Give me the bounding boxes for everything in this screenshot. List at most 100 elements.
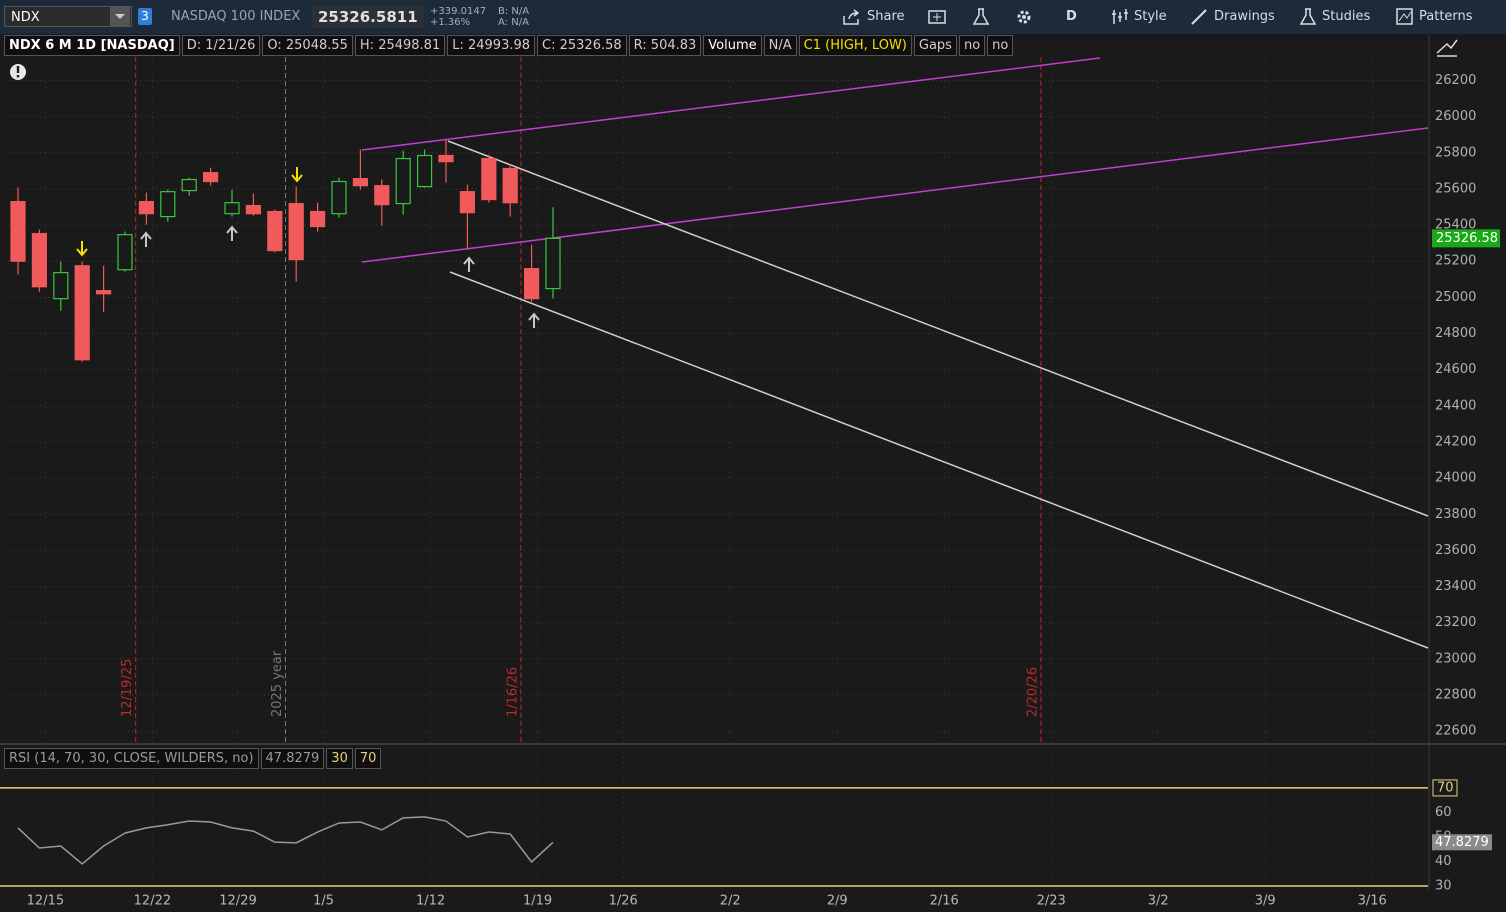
candle-body	[459, 191, 475, 214]
candle-body	[395, 157, 411, 205]
x-tick-label: 2/23	[1037, 894, 1066, 909]
aggregation-button[interactable]: D	[1066, 9, 1077, 24]
candle-body	[74, 265, 90, 361]
channel-line	[361, 127, 1429, 263]
rsi-line	[17, 816, 554, 865]
y-tick-label: 30	[1435, 879, 1452, 894]
y-tick-label: 26000	[1435, 109, 1476, 124]
bid: B: N/A	[498, 6, 530, 17]
net-change: +339.0147	[430, 6, 487, 17]
y-tick-label: 23800	[1435, 507, 1476, 522]
y-tick-label: 40	[1435, 854, 1452, 869]
rsi-title: RSI (14, 70, 30, CLOSE, WILDERS, no)	[4, 748, 259, 769]
studies-icon	[1299, 8, 1317, 25]
event-label: 12/19/25	[120, 659, 135, 717]
toolbar: NDX 3 NASDAQ 100 INDEX 25326.5811 +339.0…	[0, 0, 1506, 34]
plot-area	[4, 57, 1428, 743]
settings-icon[interactable]	[1015, 8, 1033, 26]
candle-body	[523, 268, 540, 300]
value-badge-label: 47.8279	[1435, 835, 1489, 850]
drawings-button[interactable]: Drawings	[1214, 9, 1275, 24]
last-price: 25326.5811	[312, 6, 424, 28]
candle-body	[10, 200, 26, 262]
y-tick-label: 23400	[1435, 579, 1476, 594]
rsi-level: 70	[354, 748, 382, 769]
y-tick-label: 24200	[1435, 434, 1476, 449]
down-arrow	[76, 241, 88, 257]
up-arrow	[528, 312, 540, 328]
rsi-level: 30	[326, 748, 353, 769]
candle-body	[53, 272, 69, 300]
candle-body	[417, 154, 433, 188]
symbol-input[interactable]: NDX	[4, 6, 132, 27]
info-bar: NDX 6 M 1D [NASDAQ] D: 1/21/26 O: 25048.…	[4, 35, 1015, 56]
candle-body	[203, 172, 219, 183]
close: C: 25326.58	[537, 35, 627, 56]
y-tick-label: 22800	[1435, 688, 1476, 703]
patterns-button[interactable]: Patterns	[1419, 9, 1473, 24]
date: D: 1/21/26	[181, 35, 261, 56]
y-tick-label: 23200	[1435, 615, 1476, 630]
x-tick-label: 3/9	[1255, 894, 1276, 909]
patterns-icon	[1396, 8, 1413, 25]
y-tick-label: 25800	[1435, 145, 1476, 160]
volume-value: N/A	[763, 35, 797, 56]
candle-body	[481, 157, 497, 201]
channel-line	[361, 57, 1101, 151]
alert-icon	[10, 64, 26, 80]
candle-body	[331, 180, 347, 215]
y-tick-label: 25200	[1435, 254, 1476, 269]
style-icon	[1112, 9, 1128, 24]
studies-button[interactable]: Studies	[1322, 9, 1371, 24]
x-tick-label: 12/29	[219, 894, 256, 909]
x-tick-label: 1/12	[416, 894, 445, 909]
gaps-value: no	[987, 35, 1014, 56]
y-tick-label: 24000	[1435, 471, 1476, 486]
trend-line	[449, 271, 1429, 649]
symbol-dropdown[interactable]	[110, 7, 130, 27]
chart-label: NDX 6 M 1D [NASDAQ]	[4, 35, 180, 56]
x-tick-label: 3/2	[1148, 894, 1169, 909]
y-tick-label: 24600	[1435, 362, 1476, 377]
rsi-area	[4, 772, 1428, 886]
event-label: 1/16/26	[505, 667, 520, 717]
range: R: 504.83	[628, 35, 702, 56]
candle-body	[438, 154, 454, 163]
up-arrow	[463, 256, 475, 272]
candle-body	[545, 237, 561, 290]
y-tick-label: 22600	[1435, 724, 1476, 739]
candle-body	[267, 210, 283, 252]
x-tick-label: 2/2	[720, 894, 741, 909]
drawings-icon	[1191, 9, 1207, 25]
candle-body	[95, 290, 112, 295]
y-tick-label: 60	[1435, 805, 1452, 820]
open: O: 25048.55	[262, 35, 353, 56]
candle-body	[138, 200, 154, 215]
y-tick-label: 25400	[1435, 218, 1476, 233]
value-badge	[1432, 834, 1492, 851]
share-icon	[843, 9, 860, 25]
flask-icon[interactable]	[972, 8, 990, 26]
candle-body	[502, 167, 518, 204]
x-tick-label: 2/9	[827, 894, 848, 909]
share-button[interactable]: Share	[867, 9, 905, 24]
candle-body	[374, 185, 390, 206]
candle-body	[352, 178, 368, 187]
high: H: 25498.81	[354, 35, 446, 56]
price-badge-label: 25326.58	[1436, 231, 1498, 246]
candle-body	[310, 210, 326, 228]
description: NASDAQ 100 INDEX	[171, 9, 301, 24]
candle-body	[31, 232, 48, 288]
low: L: 24993.98	[447, 35, 536, 56]
window-icon[interactable]	[928, 8, 948, 26]
event-label: 2/20/26	[1025, 667, 1040, 717]
style-button[interactable]: Style	[1134, 9, 1167, 24]
tick-badge	[1432, 779, 1458, 797]
volume-label: Volume	[703, 35, 762, 56]
x-tick-label: 12/15	[27, 894, 64, 909]
y-tick-label: 70	[1437, 780, 1454, 795]
gaps-value: no	[958, 35, 986, 56]
link-badge[interactable]: 3	[138, 8, 152, 25]
